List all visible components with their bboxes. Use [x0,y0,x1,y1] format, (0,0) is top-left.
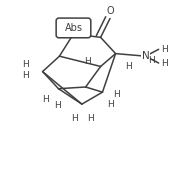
Text: H: H [125,62,132,71]
Text: H: H [162,58,168,68]
Text: H: H [113,90,120,99]
FancyBboxPatch shape [56,18,91,38]
Text: H: H [22,70,28,80]
Text: Abs: Abs [64,23,82,33]
Text: H: H [22,60,28,69]
Text: H: H [162,45,168,54]
Text: o: o [71,32,74,37]
Text: H: H [85,57,91,66]
Text: H: H [71,114,78,122]
Text: H: H [107,100,114,109]
Text: N: N [142,51,149,61]
Text: H: H [42,95,49,104]
Text: H: H [148,56,154,65]
Text: O: O [106,6,114,16]
Text: H: H [55,101,61,110]
Circle shape [71,32,76,36]
Text: H: H [87,114,94,122]
